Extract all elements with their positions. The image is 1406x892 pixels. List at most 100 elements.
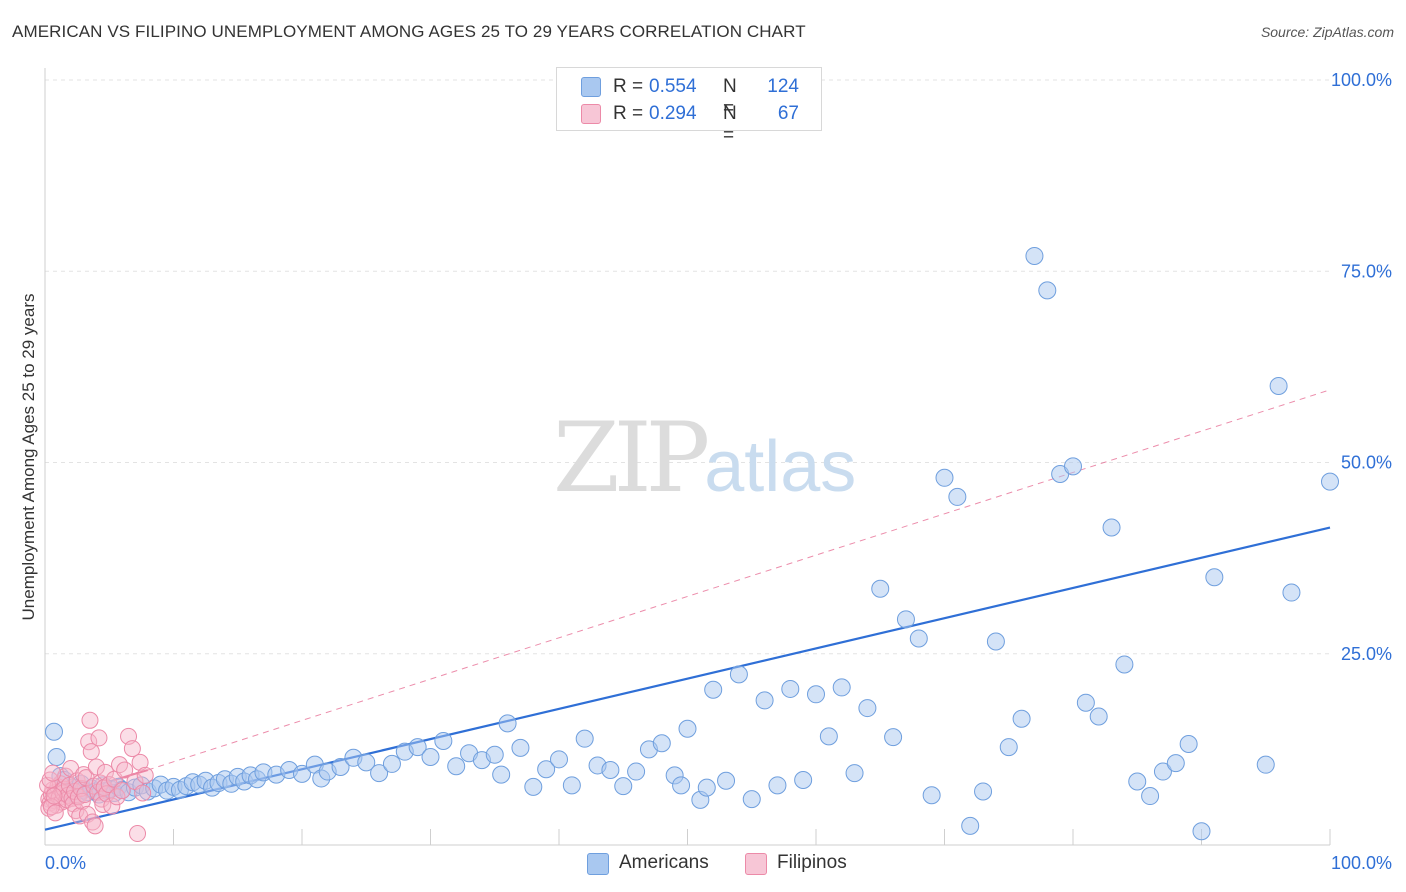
filipinos-point — [90, 729, 108, 747]
americans-point — [1269, 377, 1288, 395]
americans-point — [511, 738, 530, 757]
filipinos-point — [73, 792, 91, 810]
n-label: N = — [723, 103, 737, 146]
americans-point — [44, 722, 63, 741]
americans-point — [807, 685, 825, 704]
americans-point — [447, 757, 466, 776]
y-tick-label: 75.0% — [1341, 261, 1392, 281]
filipinos-point — [75, 766, 93, 784]
x-tick-label: 0.0% — [45, 853, 86, 873]
americans-point — [421, 748, 440, 767]
watermark-atlas: atlas — [704, 427, 857, 507]
americans-point — [1153, 762, 1172, 781]
americans-point — [948, 487, 967, 506]
americans-point — [922, 786, 941, 805]
n-value: 67 — [777, 103, 799, 124]
americans-point — [652, 734, 671, 753]
chart-title: AMERICAN VS FILIPINO UNEMPLOYMENT AMONG … — [12, 22, 806, 41]
r-label: R = — [613, 103, 644, 124]
americans-point — [794, 770, 813, 789]
americans-point — [47, 748, 66, 767]
americans-point — [935, 468, 954, 487]
americans-point — [1256, 755, 1275, 774]
americans-point — [832, 678, 851, 697]
americans-point — [293, 764, 311, 783]
filipinos-point — [111, 756, 129, 774]
filipinos-point — [103, 797, 121, 815]
axes — [44, 68, 1331, 846]
americans-swatch — [581, 77, 601, 97]
americans-point — [1321, 472, 1339, 491]
americans-point — [1038, 281, 1057, 300]
americans-point — [781, 679, 800, 698]
americans-point — [1089, 707, 1108, 726]
data-points — [39, 246, 1339, 843]
americans-point — [1025, 246, 1044, 265]
americans-point — [986, 632, 1005, 651]
americans-point — [974, 782, 993, 801]
filipinos-point — [87, 758, 105, 776]
americans-point — [819, 727, 838, 746]
americans-point — [357, 753, 376, 772]
source-label: Source: ZipAtlas.com — [1260, 24, 1394, 40]
y-axis-label: Unemployment Among Ages 25 to 29 years — [19, 294, 38, 621]
filipinos-swatch — [581, 104, 601, 124]
filipinos-point — [129, 825, 147, 843]
americans-point — [562, 776, 581, 795]
stats-legend: R = 0.554 N = 124 R = 0.294 N = 67 — [556, 67, 822, 146]
filipinos-point — [131, 753, 149, 771]
filipinos-point — [44, 764, 62, 782]
americans-point — [717, 771, 736, 790]
y-tick-label: 50.0% — [1341, 453, 1392, 473]
filipinos-point — [80, 733, 98, 751]
americans-point — [999, 738, 1018, 757]
americans-point — [704, 680, 723, 699]
americans-point — [1128, 772, 1147, 791]
americans-point — [729, 665, 748, 684]
watermark-zip: ZIP — [553, 402, 710, 514]
americans-point — [575, 729, 594, 748]
americans-point — [1166, 754, 1185, 773]
r-value: 0.294 — [649, 103, 697, 124]
n-label: N = — [723, 76, 737, 119]
americans-point — [871, 579, 890, 598]
americans-point — [408, 738, 427, 757]
filipinos-point — [116, 761, 134, 779]
americans-point — [550, 750, 568, 769]
americans-point — [498, 714, 517, 733]
filipinos-legend-swatch — [745, 853, 767, 875]
americans-point — [1282, 583, 1301, 602]
americans-point — [845, 764, 864, 783]
filipinos-point — [113, 782, 131, 800]
americans-point — [331, 757, 350, 776]
filipinos-point — [86, 817, 104, 835]
americans-point — [672, 776, 691, 795]
filipinos-point — [45, 787, 63, 805]
r-value: 0.554 — [649, 76, 697, 97]
americans-point — [678, 719, 697, 738]
americans-point — [627, 762, 646, 781]
americans-point — [370, 764, 389, 783]
series-legend: Americans Filipinos — [0, 852, 1406, 878]
americans-point — [1192, 822, 1211, 841]
americans-point — [742, 790, 761, 809]
americans-point — [1205, 568, 1224, 587]
filipinos-point — [94, 795, 112, 813]
tick-labels: 25.0% 50.0% 75.0% 100.0% 0.0% 100.0% — [45, 70, 1392, 873]
americans-point — [485, 745, 504, 764]
americans-point — [858, 699, 877, 718]
americans-point — [492, 765, 511, 784]
americans-point — [755, 691, 774, 710]
americans-point — [1179, 735, 1198, 754]
r-label: R = — [613, 76, 644, 97]
americans-point — [434, 731, 453, 750]
americans-point — [601, 761, 620, 780]
americans-point — [1141, 787, 1160, 806]
filipinos-point — [81, 711, 99, 729]
americans-point — [1115, 655, 1134, 674]
filipinos-point — [41, 771, 59, 789]
filipinos-point — [123, 740, 141, 758]
grid-lines — [45, 79, 1330, 655]
filipinos-point — [134, 784, 152, 802]
y-tick-label: 100.0% — [1331, 70, 1392, 90]
